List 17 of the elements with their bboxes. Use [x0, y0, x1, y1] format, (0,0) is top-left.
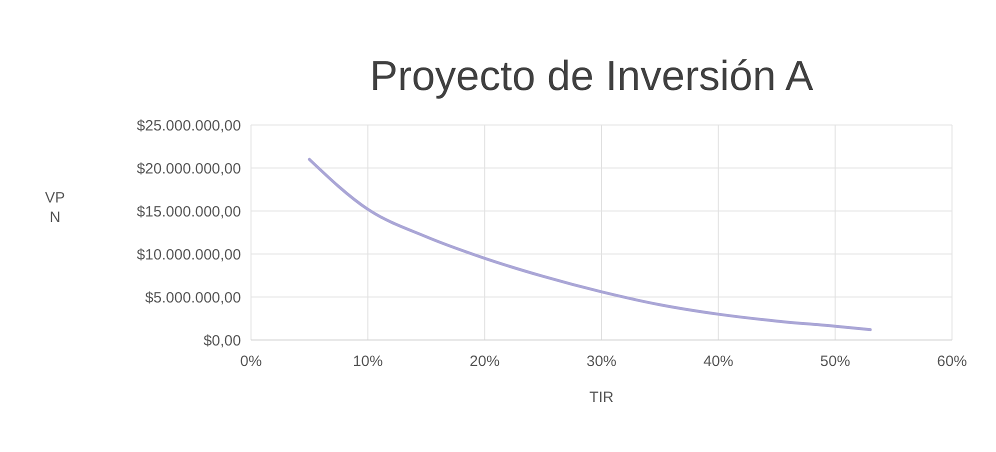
x-tick-label: 60% — [936, 353, 968, 370]
y-tick-label: $0,00 — [203, 332, 241, 350]
y-tick-label: $20.000.000,00 — [136, 160, 241, 178]
y-tick-label: $5.000.000,00 — [145, 289, 241, 306]
x-tick-label: 20% — [470, 353, 500, 370]
x-tick-label: 10% — [352, 353, 383, 370]
x-tick-label: 30% — [586, 353, 617, 370]
chart-title: Proyecto de Inversión A — [370, 52, 814, 99]
x-tick-label: 0% — [240, 353, 262, 370]
x-tick-label: 40% — [703, 353, 734, 370]
y-tick-label: $25.000.000,00 — [136, 117, 241, 134]
x-tick-label: 50% — [820, 353, 850, 370]
y-tick-label: $15.000.000,00 — [136, 203, 241, 220]
y-tick-label: $10.000.000,00 — [136, 246, 241, 264]
x-axis-title: TIR — [589, 389, 614, 406]
line-series — [308, 158, 872, 332]
y-axis-title: VPN — [44, 189, 66, 226]
